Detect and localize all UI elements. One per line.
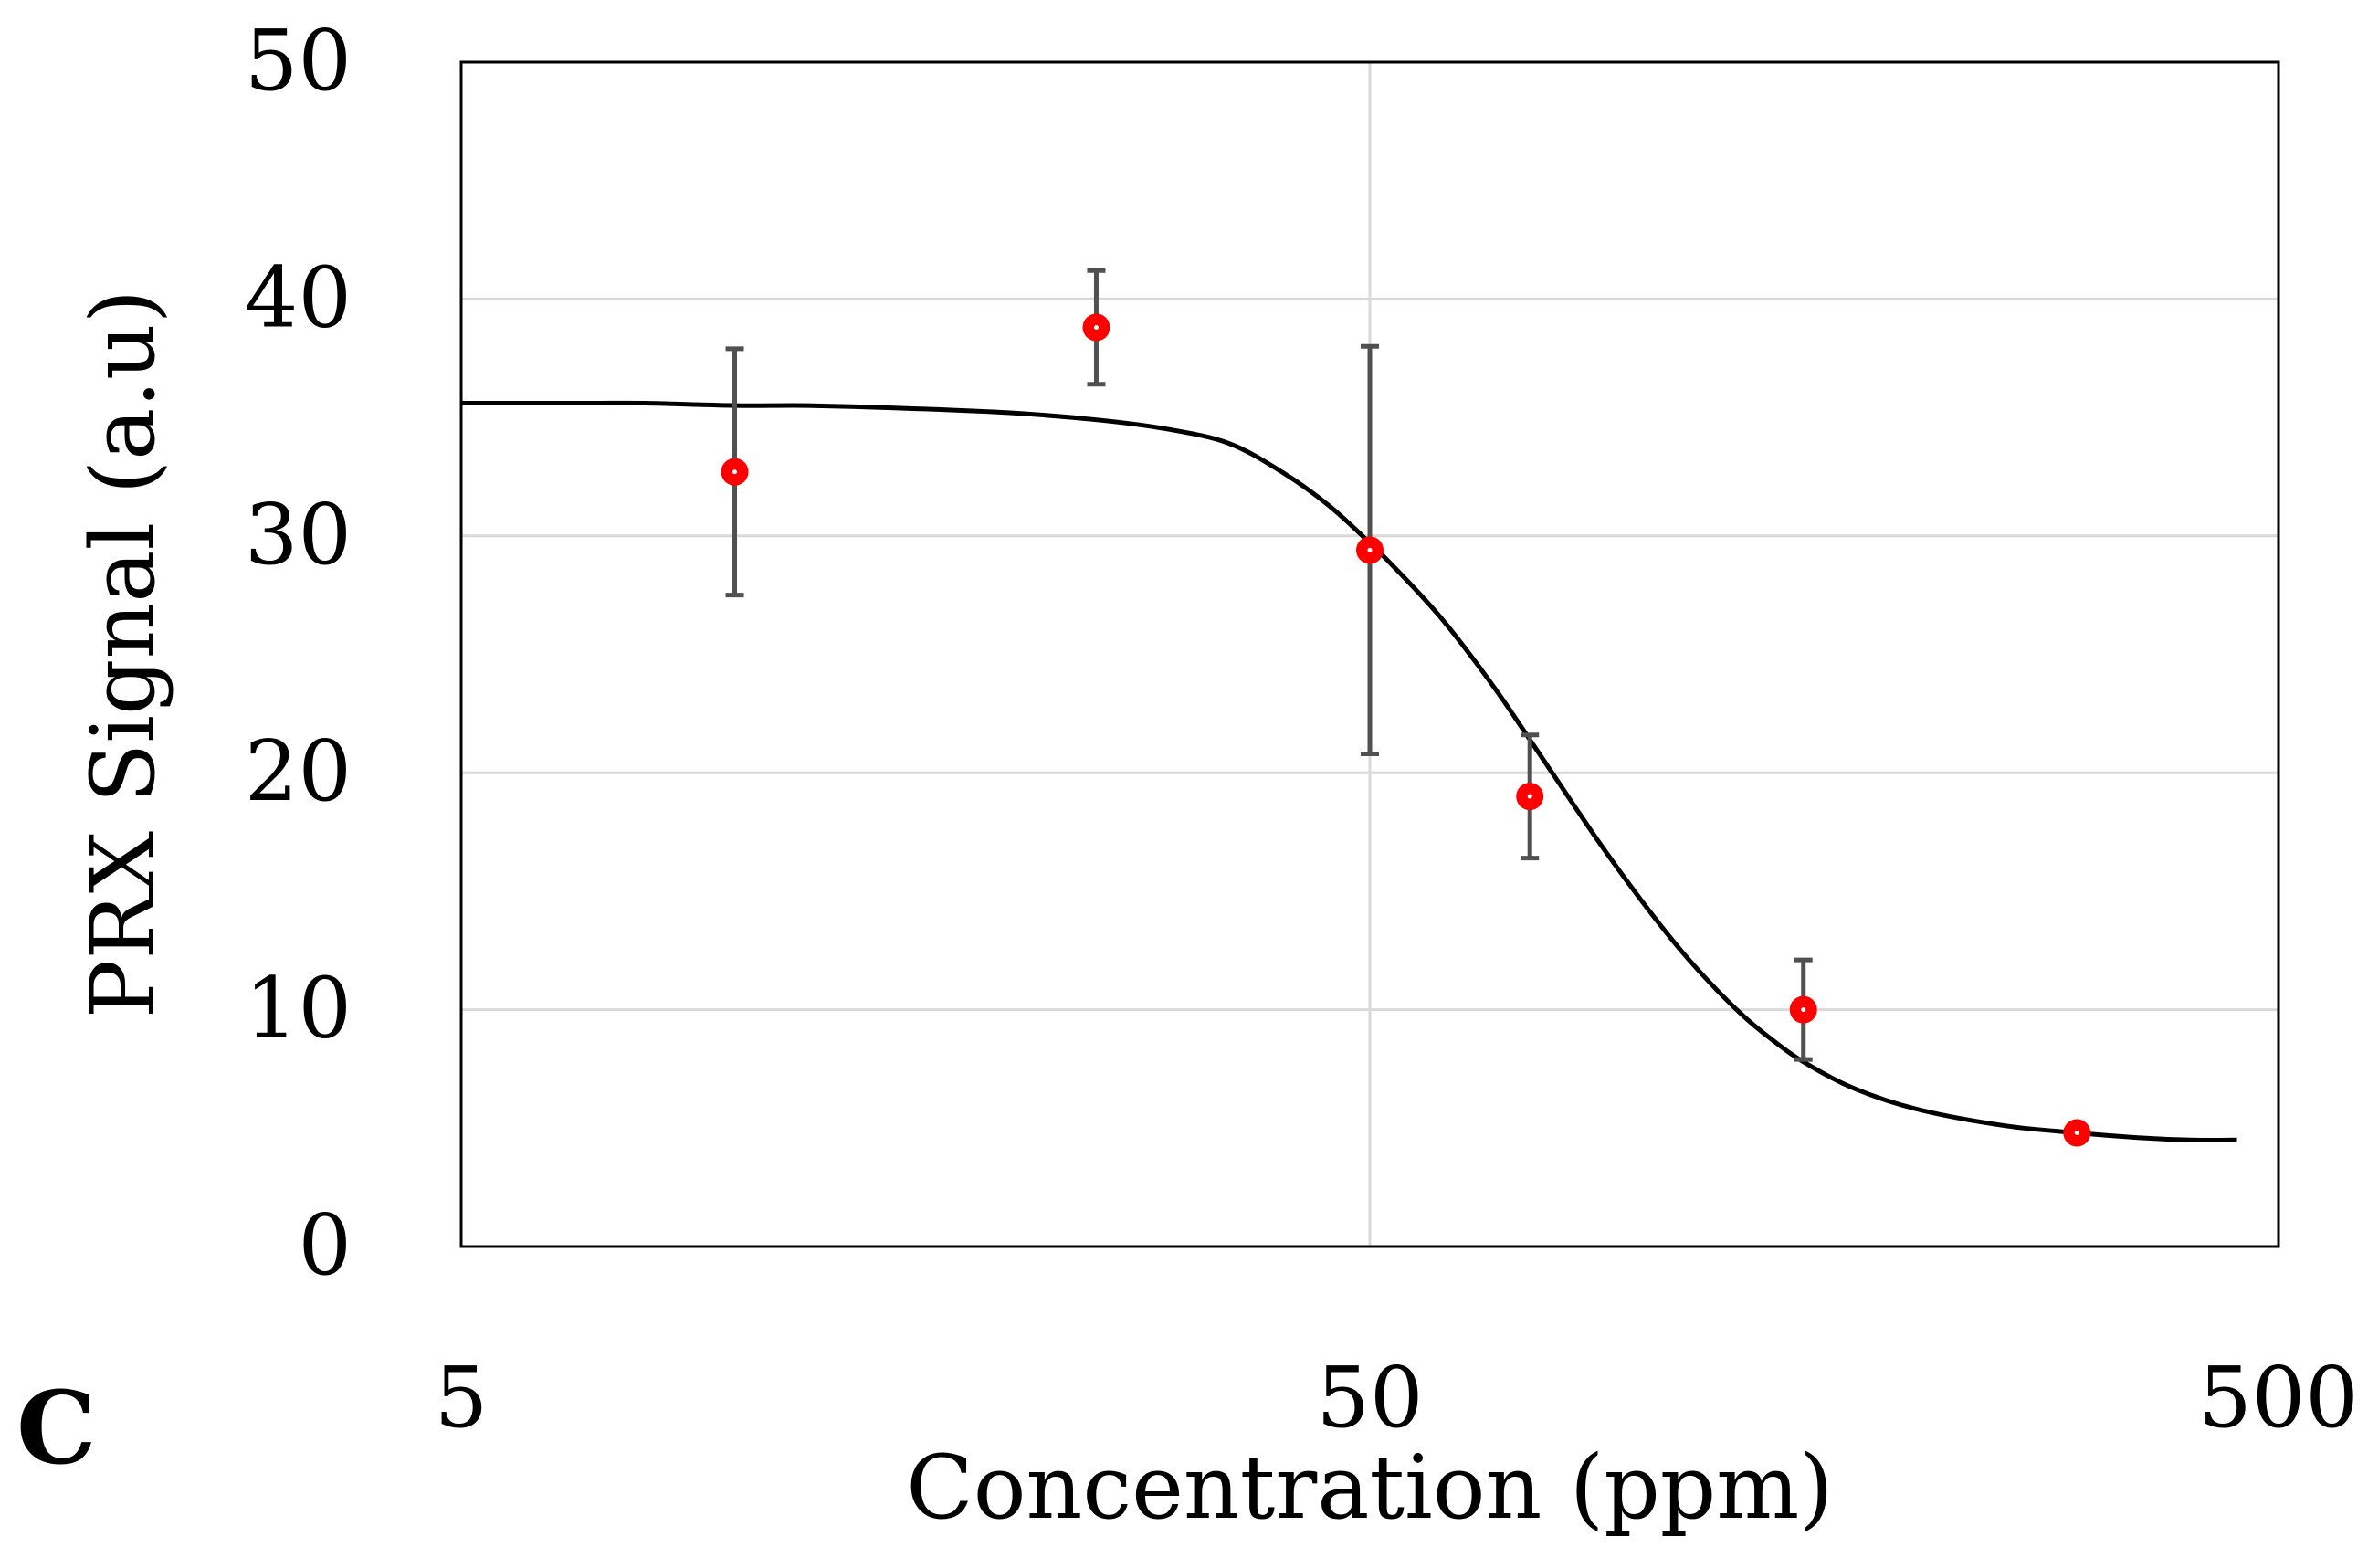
data-points <box>721 313 2091 1147</box>
y-tick-label: 30 <box>245 486 352 584</box>
x-tick-label: 500 <box>2198 1349 2359 1447</box>
x-tick-label: 50 <box>1316 1349 1423 1447</box>
data-point-center <box>732 469 738 475</box>
x-tick-label: 5 <box>435 1349 489 1447</box>
y-tick-labels: 0 10 20 30 40 50 <box>245 12 352 1294</box>
y-tick-label: 40 <box>245 248 352 346</box>
x-tick-labels: 5 50 500 <box>435 1349 2359 1447</box>
data-point-center <box>1801 1007 1806 1013</box>
panel-letter: C <box>16 1369 97 1487</box>
x-axis-label: Concentration (ppm) <box>906 1436 1833 1539</box>
data-point-center <box>1367 547 1373 552</box>
y-tick-label: 0 <box>298 1196 352 1294</box>
plot-area-frame <box>459 60 2280 1248</box>
fit-curve <box>461 400 2237 1142</box>
y-tick-label: 20 <box>245 722 352 820</box>
y-axis-label: PRX Signal (a.u) <box>72 289 174 1018</box>
y-tick-label: 10 <box>245 960 352 1058</box>
data-point-center <box>1093 325 1099 331</box>
y-tick-label: 50 <box>245 12 352 110</box>
data-point-center <box>2074 1130 2079 1135</box>
data-point-center <box>1527 794 1532 799</box>
